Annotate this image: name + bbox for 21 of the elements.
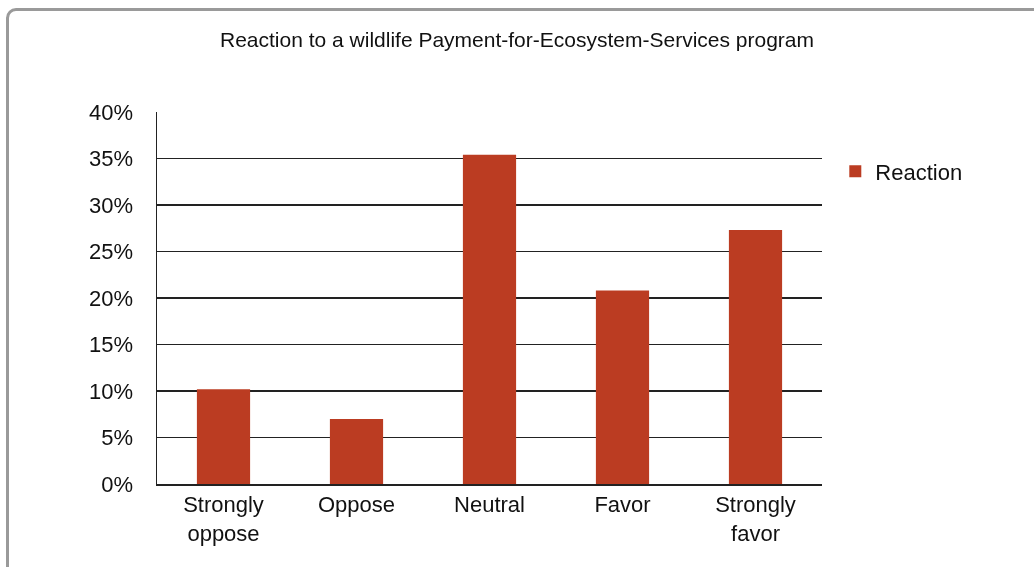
y-tick-label: 35% bbox=[89, 146, 134, 172]
bar bbox=[595, 290, 650, 484]
legend-label: Reaction bbox=[875, 159, 963, 185]
bar bbox=[329, 418, 384, 484]
x-tick-label: Favor bbox=[594, 491, 651, 517]
y-tick-label: 25% bbox=[89, 239, 134, 265]
x-tick-label: Strongly oppose bbox=[183, 491, 264, 546]
y-tick-label: 5% bbox=[101, 425, 134, 451]
y-tick-label: 40% bbox=[89, 99, 134, 125]
x-tick-label: Neutral bbox=[454, 491, 525, 517]
y-tick-label: 20% bbox=[89, 285, 134, 311]
y-tick-label: 30% bbox=[89, 192, 134, 218]
x-tick-label: Oppose bbox=[317, 491, 396, 517]
bar bbox=[728, 230, 783, 484]
y-tick-label: 15% bbox=[89, 332, 134, 358]
y-tick-label: 10% bbox=[89, 378, 134, 404]
y-tick-label: 0% bbox=[101, 471, 134, 497]
bar bbox=[196, 389, 251, 484]
bar bbox=[462, 154, 517, 484]
x-tick-label: Strongly favor bbox=[715, 491, 796, 546]
chart-title: Reaction to a wildlife Payment-for-Ecosystem-Services program bbox=[219, 28, 815, 52]
